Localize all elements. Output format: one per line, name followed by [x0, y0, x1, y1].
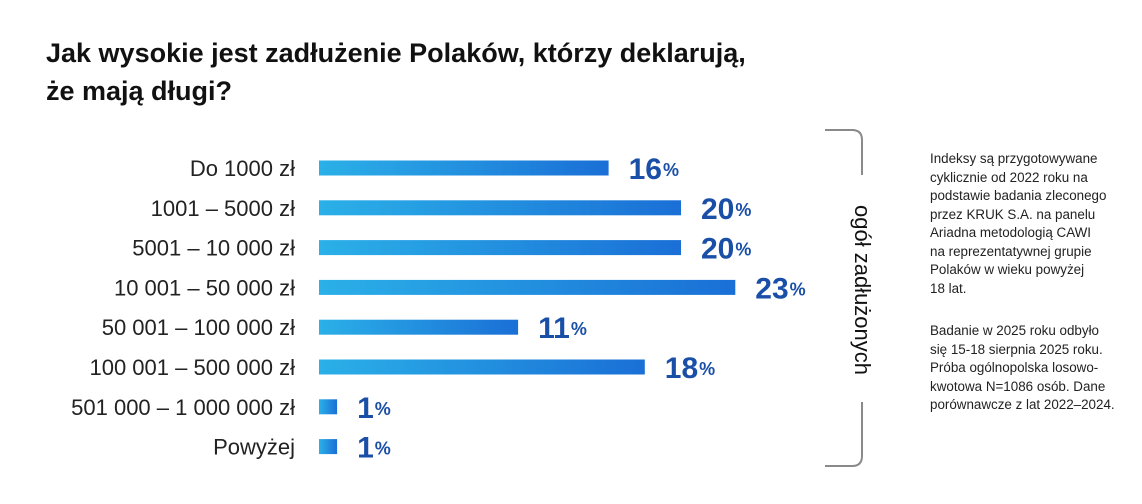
value-number: 16 [629, 153, 662, 186]
group-bracket: ogół zadłużonych [825, 129, 875, 467]
value-unit: % [375, 399, 391, 419]
bracket-line [825, 129, 863, 467]
methodology-note-1: Indeksy są przygotowywane cyklicznie od 2… [930, 150, 1142, 298]
value-number: 1 [357, 432, 374, 465]
value-label: 11% [538, 312, 587, 345]
value-number: 11 [538, 312, 570, 345]
value-label: 1% [357, 392, 391, 425]
bars-group: Do 1000 zł 16% 1001 – 5000 zł 20% 5001 – 10 … [71, 153, 806, 465]
value-unit: % [735, 200, 751, 220]
bar [319, 399, 338, 415]
bar-chart: Do 1000 zł 16% 1001 – 5000 zł 20% 5001 – 10 … [71, 129, 875, 467]
value-number: 20 [701, 233, 734, 266]
category-label: 10 001 – 50 000 zł [114, 275, 295, 300]
value-label: 16% [629, 153, 679, 186]
note-line: na reprezentatywnej grupie [930, 243, 1092, 259]
bar [319, 439, 338, 455]
methodology-note-2: Badanie w 2025 roku odbyło się 15-18 sier… [930, 322, 1142, 415]
note-line: Ariadna metodologią CAWI [930, 225, 1092, 240]
note-line: Indeksy są przygotowywane [930, 151, 1098, 166]
category-label: 5001 – 10 000 zł [132, 236, 295, 261]
chart-title-line-2: że mają długi? [46, 76, 233, 106]
chart-title-line-1: Jak wysokie jest zadłużenie Polaków, któ… [46, 38, 746, 68]
value-number: 23 [755, 272, 788, 305]
category-label: 1001 – 5000 zł [151, 196, 295, 221]
bar [319, 200, 681, 216]
bar [319, 160, 609, 176]
note-line: Polaków w wieku powyżej [930, 262, 1085, 277]
bar [319, 319, 519, 335]
value-unit: % [790, 279, 806, 299]
bar [319, 240, 681, 256]
category-label: Powyżej [213, 435, 295, 460]
value-unit: % [735, 240, 751, 260]
note-line: Badanie w 2025 roku odbyło [930, 323, 1099, 338]
value-number: 18 [665, 352, 698, 385]
category-label: 50 001 – 100 000 zł [102, 315, 295, 340]
value-label: 23% [755, 272, 805, 305]
category-label: 100 001 – 500 000 zł [89, 355, 295, 380]
value-label: 1% [357, 432, 391, 465]
value-unit: % [663, 160, 679, 180]
value-label: 18% [665, 352, 715, 385]
note-line: kwotowa N=1086 osób. Dane [930, 378, 1106, 394]
value-label: 20% [701, 233, 751, 266]
value-number: 1 [357, 392, 374, 425]
note-line: Próba ogólnopolska losowo- [930, 360, 1099, 375]
bar [319, 359, 645, 375]
value-unit: % [571, 319, 587, 339]
note-line: 18 lat. [930, 280, 967, 296]
note-line: się 15-18 sierpnia 2025 roku. [930, 341, 1103, 357]
chart-title: Jak wysokie jest zadłużenie Polaków, któ… [46, 34, 846, 110]
note-line: cyklicznie od 2022 roku na [930, 169, 1088, 185]
bracket-label: ogół zadłużonych [850, 205, 875, 375]
value-unit: % [699, 359, 715, 379]
note-line: porównawcze z lat 2022–2024. [930, 397, 1115, 412]
category-label: 501 000 – 1 000 000 zł [71, 395, 295, 420]
category-label: Do 1000 zł [190, 156, 295, 181]
value-label: 20% [701, 193, 751, 226]
note-line: przez KRUK S.A. na panelu [930, 206, 1096, 222]
note-line: podstawie badania zleconego [930, 188, 1107, 203]
bar [319, 279, 736, 295]
value-unit: % [375, 439, 391, 459]
value-number: 20 [701, 193, 734, 226]
